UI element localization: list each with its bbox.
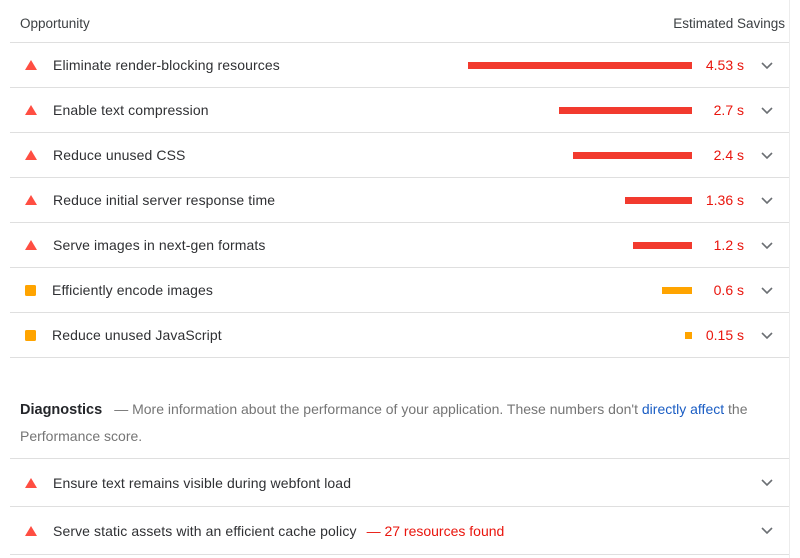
row-expand-chevron-icon[interactable] xyxy=(744,286,789,294)
opportunities-section: Opportunity Estimated Savings Eliminate … xyxy=(10,0,789,358)
diagnostics-description-suffix: the Performance score. xyxy=(20,401,748,444)
opportunities-column-header: Opportunity Estimated Savings xyxy=(10,0,789,43)
fail-triangle-icon xyxy=(25,240,37,250)
fail-triangle-icon xyxy=(25,195,37,205)
column-header-opportunity: Opportunity xyxy=(20,15,90,31)
opportunity-title: Reduce unused CSS xyxy=(53,147,186,163)
row-expand-chevron-icon[interactable] xyxy=(744,196,789,204)
savings-value: 2.4 s xyxy=(713,147,744,163)
fail-triangle-icon xyxy=(25,150,37,160)
row-expand-chevron-icon[interactable] xyxy=(744,241,789,249)
fail-triangle-icon xyxy=(25,525,37,536)
column-header-estimated-savings: Estimated Savings xyxy=(673,15,785,31)
diagnostics-heading: Diagnostics xyxy=(20,402,103,418)
opportunity-title: Reduce unused JavaScript xyxy=(52,327,222,343)
opportunity-row[interactable]: Enable text compression 2.7 s xyxy=(10,88,789,133)
savings-bar xyxy=(559,106,692,114)
savings-bar xyxy=(685,331,692,339)
savings-value: 0.6 s xyxy=(713,282,744,298)
opportunity-row[interactable]: Serve images in next-gen formats 1.2 s xyxy=(10,223,789,268)
savings-value: 4.53 s xyxy=(705,57,744,73)
card-right-border xyxy=(789,0,790,558)
opportunity-row[interactable]: Reduce initial server response time 1.36… xyxy=(10,178,789,223)
warn-square-icon xyxy=(25,284,36,296)
savings-bar xyxy=(662,286,692,294)
opportunity-title: Serve images in next-gen formats xyxy=(53,237,266,253)
diagnostic-title: Ensure text remains visible during webfo… xyxy=(53,474,352,491)
opportunity-title: Enable text compression xyxy=(53,102,209,118)
row-expand-chevron-icon[interactable] xyxy=(744,479,789,486)
opportunity-row[interactable]: Reduce unused JavaScript 0.15 s xyxy=(10,313,789,358)
savings-bar xyxy=(625,196,692,204)
savings-bar xyxy=(633,241,692,249)
savings-bar xyxy=(468,61,692,69)
savings-value: 0.15 s xyxy=(705,327,744,343)
savings-value: 1.36 s xyxy=(705,192,744,208)
performance-score-link[interactable]: directly affect xyxy=(641,401,725,417)
diagnostics-description: Diagnostics — More information about the … xyxy=(20,396,750,458)
diagnostic-title: Serve static assets with an efficient ca… xyxy=(53,522,357,539)
fail-triangle-icon xyxy=(25,477,37,488)
opportunity-title: Eliminate render-blocking resources xyxy=(53,57,280,73)
fail-triangle-icon xyxy=(25,60,37,70)
opportunity-title: Efficiently encode images xyxy=(52,282,213,298)
opportunity-row[interactable]: Eliminate render-blocking resources 4.53… xyxy=(10,43,789,88)
opportunity-row[interactable]: Reduce unused CSS 2.4 s xyxy=(10,133,789,178)
fail-triangle-icon xyxy=(25,105,37,115)
opportunity-title: Reduce initial server response time xyxy=(53,192,276,208)
row-expand-chevron-icon[interactable] xyxy=(744,151,789,159)
savings-bar xyxy=(573,151,692,159)
savings-value: 1.2 s xyxy=(713,237,744,253)
savings-value: 2.7 s xyxy=(713,102,744,118)
row-expand-chevron-icon[interactable] xyxy=(744,527,789,534)
resources-found-annotation: — 27 resources found xyxy=(366,522,505,539)
row-expand-chevron-icon[interactable] xyxy=(744,331,789,339)
row-expand-chevron-icon[interactable] xyxy=(744,106,789,114)
diagnostics-table: Ensure text remains visible during webfo… xyxy=(10,458,789,555)
diagnostic-row[interactable]: Serve static assets with an efficient ca… xyxy=(10,507,789,555)
diagnostics-description-prefix: — More information about the performance… xyxy=(114,401,642,417)
diagnostics-section: Diagnostics — More information about the … xyxy=(10,396,789,555)
row-expand-chevron-icon[interactable] xyxy=(744,61,789,69)
warn-square-icon xyxy=(25,329,36,341)
diagnostic-row[interactable]: Ensure text remains visible during webfo… xyxy=(10,459,789,507)
opportunity-row[interactable]: Efficiently encode images 0.6 s xyxy=(10,268,789,313)
